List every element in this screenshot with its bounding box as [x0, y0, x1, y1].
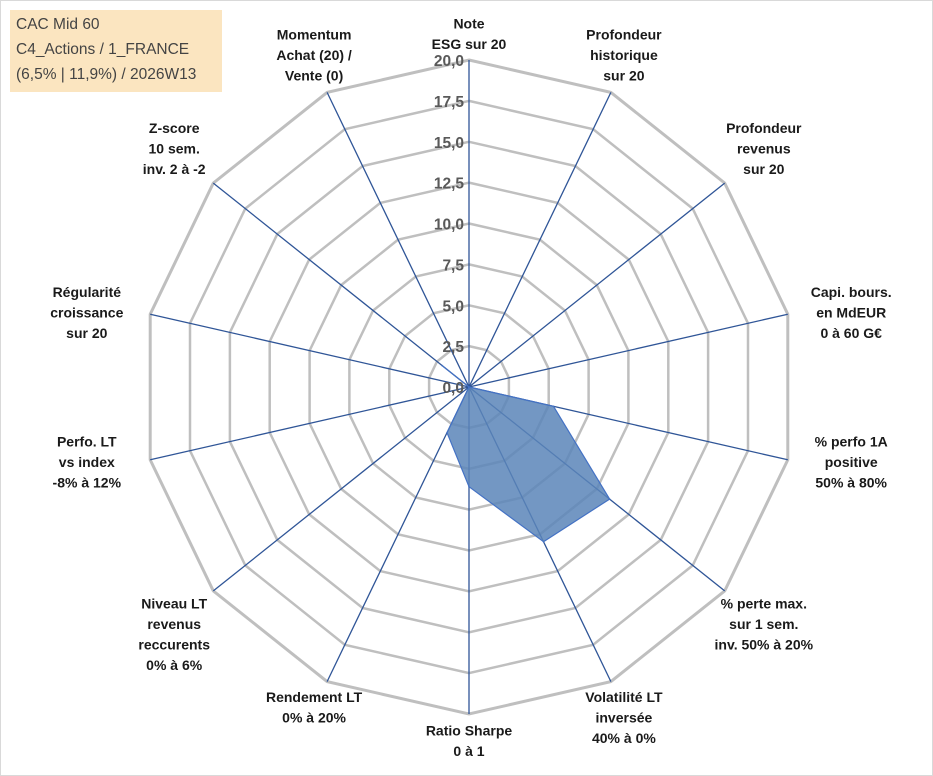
axis-label-2: Profondeur revenus sur 20	[726, 120, 802, 177]
tick-label: 15,0	[434, 135, 464, 152]
axis-label-0: Note ESG sur 20	[432, 16, 507, 53]
axis-label-10: Perfo. LT vs index -8% à 12%	[53, 434, 122, 491]
spoke-12	[212, 182, 470, 388]
axis-label-4: % perfo 1A positive 50% à 80%	[815, 434, 888, 491]
spoke-8	[326, 386, 470, 682]
axis-label-5: % perte max. sur 1 sem. inv. 50% à 20%	[715, 596, 814, 653]
tick-label: 17,5	[434, 94, 465, 111]
axis-label-8: Rendement LT 0% à 20%	[266, 689, 363, 726]
series-area-0	[441, 365, 611, 543]
series-point-13	[468, 386, 470, 388]
tick-label: 2,5	[442, 339, 464, 356]
info-box-category: C4_Actions / 1_FRANCE	[16, 41, 190, 58]
tick-label: 7,5	[442, 257, 464, 274]
spoke-9	[212, 386, 470, 592]
series-point-6	[542, 540, 545, 543]
tick-label: 0,0	[442, 380, 464, 397]
axis-label-12: Z-score 10 sem. inv. 2 à -2	[143, 120, 206, 177]
spoke-13	[326, 92, 470, 388]
tick-label: 20,0	[434, 53, 464, 70]
tick-label: 5,0	[442, 298, 464, 315]
series-point-5	[608, 498, 611, 500]
info-box-range-week: (6,5% | 11,9%) / 2026W13	[16, 66, 197, 83]
spoke-11	[150, 313, 470, 388]
axis-label-13: Momentum Achat (20) / Vente (0)	[276, 26, 352, 83]
radar-axis-labels: Note ESG sur 20 Profondeur historique sur 20…	[50, 16, 891, 760]
spoke-10	[150, 386, 470, 461]
tick-label: 10,0	[434, 217, 464, 234]
spoke-1	[468, 92, 612, 388]
radar-tick-labels: 0,0 2,5 5,0 7,5 10,0 12,5 15,0 17,5 20,0	[434, 53, 465, 397]
tick-label: 12,5	[434, 176, 465, 193]
spoke-2	[468, 182, 726, 388]
axis-label-1: Profondeur historique sur 20	[586, 26, 662, 83]
axis-label-6: Volatilité LT inversée 40% à 0%	[585, 689, 663, 746]
series-point-8	[446, 431, 448, 434]
spoke-3	[468, 313, 788, 388]
radar-series	[441, 364, 611, 543]
series-point-4	[552, 405, 555, 408]
info-box-index: CAC Mid 60	[16, 16, 100, 33]
series-point-7	[468, 485, 470, 488]
axis-label-9: Niveau LT revenus reccurents 0% à 6%	[138, 596, 210, 674]
axis-label-7: Ratio Sharpe 0 à 1	[426, 723, 513, 760]
chart-info-box: CAC Mid 60 C4_Actions / 1_FRANCE (6,5% |…	[10, 10, 222, 92]
series-point-12	[441, 364, 444, 367]
axis-label-11: Régularité croissance sur 20	[50, 284, 123, 341]
axis-label-3: Capi. bours. en MdEUR 0 à 60 G€	[811, 284, 892, 341]
